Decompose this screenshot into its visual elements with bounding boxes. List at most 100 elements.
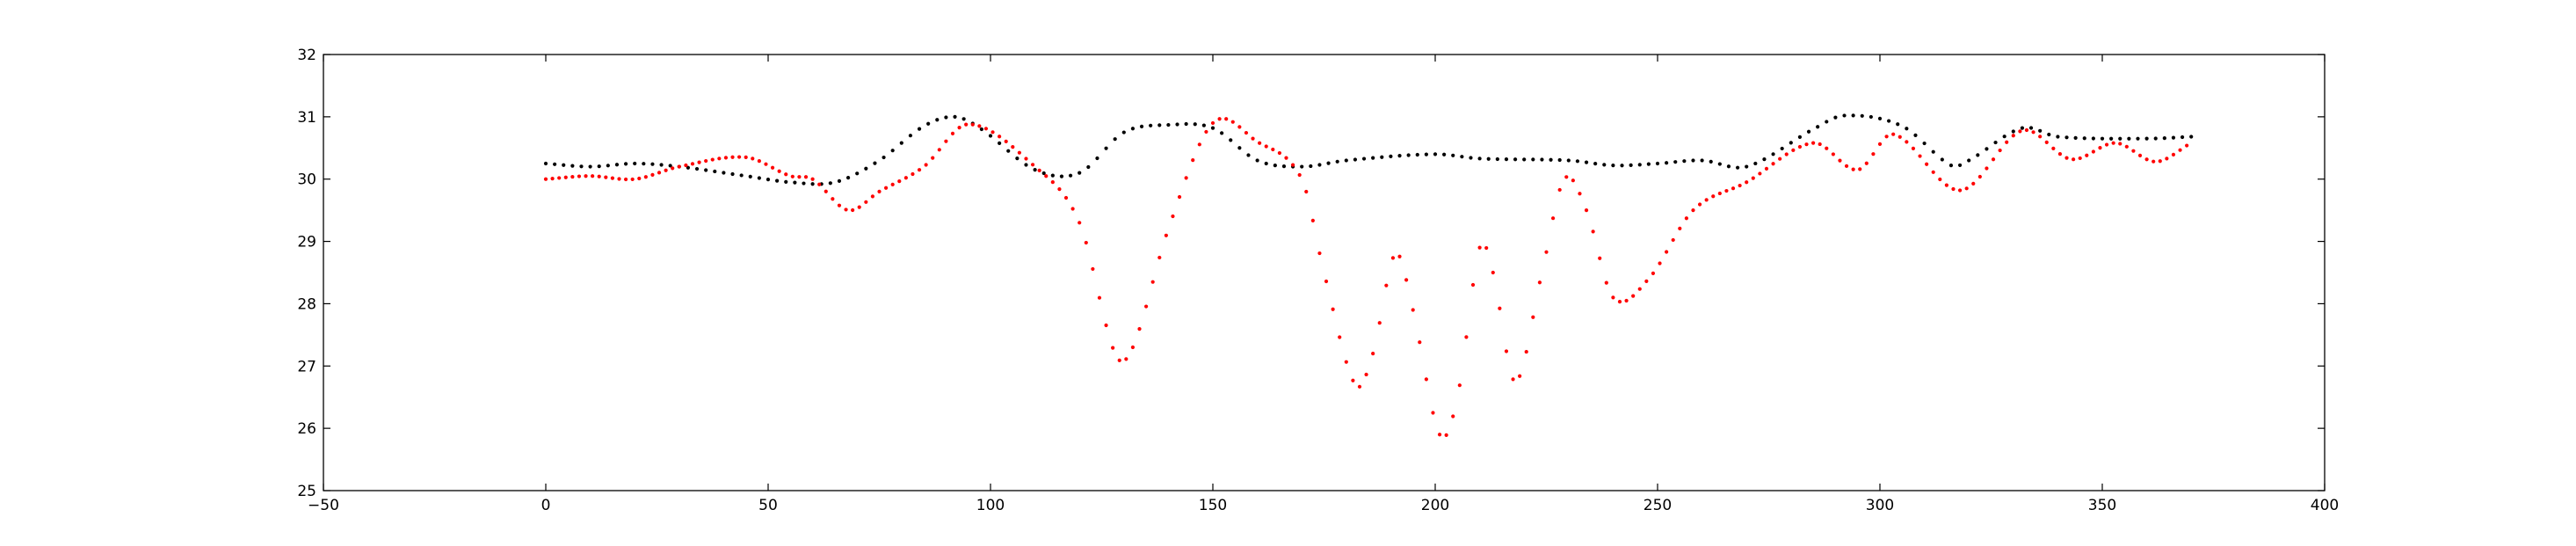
data-point <box>1124 357 1128 361</box>
data-point <box>2085 153 2089 157</box>
data-point <box>1967 158 1971 163</box>
data-point <box>1957 163 1963 168</box>
x-tick-label: 200 <box>1421 497 1449 514</box>
data-point <box>630 177 635 182</box>
data-point <box>1390 256 1396 260</box>
data-point <box>2104 142 2109 147</box>
data-point <box>1646 162 1651 166</box>
data-point <box>757 176 761 180</box>
data-point <box>730 155 735 159</box>
data-point <box>1751 176 1755 180</box>
data-point <box>1451 414 1455 419</box>
data-point <box>1297 172 1302 178</box>
data-point <box>617 177 621 181</box>
data-point <box>1735 165 1740 170</box>
data-point <box>1851 113 1855 118</box>
x-tick-label: 350 <box>2088 497 2116 514</box>
data-point <box>1015 157 1020 161</box>
data-point <box>1925 162 1929 166</box>
data-point <box>1566 158 1571 163</box>
data-point <box>1604 280 1608 285</box>
data-point <box>1655 161 1660 166</box>
data-point <box>1457 383 1462 388</box>
data-point <box>543 177 548 181</box>
data-point <box>623 177 628 182</box>
data-point <box>1290 163 1295 167</box>
data-point <box>1037 168 1041 172</box>
data-point <box>824 189 828 193</box>
y-tick-label: 30 <box>297 171 316 189</box>
data-point <box>2005 140 2009 144</box>
data-point <box>797 175 802 179</box>
data-point <box>1976 153 1980 157</box>
data-point <box>817 182 822 186</box>
data-point <box>2018 129 2022 134</box>
data-point <box>1831 152 1835 157</box>
data-point <box>1384 283 1389 288</box>
data-point <box>1331 307 1335 311</box>
data-point <box>1931 149 1935 154</box>
data-point <box>1951 186 1956 192</box>
data-point <box>2091 136 2095 141</box>
data-point <box>1957 188 1963 193</box>
data-point <box>2047 132 2051 137</box>
data-point <box>2118 142 2122 146</box>
data-point <box>1335 159 1339 164</box>
data-point <box>964 122 969 127</box>
data-point <box>1620 164 1624 168</box>
data-point <box>1869 114 1873 120</box>
data-point <box>1078 221 1082 225</box>
x-tick-label: 400 <box>2311 497 2339 514</box>
x-tick-label: 300 <box>1866 497 1894 514</box>
data-point <box>908 134 913 138</box>
series-1 <box>543 117 2189 437</box>
data-point <box>810 177 815 181</box>
data-point <box>1246 153 1251 157</box>
data-point <box>1271 147 1275 152</box>
series-layer <box>543 113 2194 437</box>
data-point <box>1184 121 1188 127</box>
data-point <box>1617 300 1622 304</box>
data-point <box>713 169 717 174</box>
data-point <box>1911 146 1916 150</box>
data-point <box>935 118 940 122</box>
x-tick-label: 250 <box>1644 497 1672 514</box>
data-point <box>1629 163 1633 167</box>
data-point <box>953 114 957 119</box>
data-point <box>1896 122 1900 127</box>
y-tick-label: 26 <box>297 420 316 438</box>
data-point <box>1317 251 1322 256</box>
data-point <box>1326 161 1331 165</box>
data-point <box>2011 129 2015 134</box>
data-point <box>1097 295 1102 300</box>
data-point <box>1842 113 1847 118</box>
data-point <box>1470 282 1476 288</box>
y-axis: 25 26 27 28 29 30 31 32 <box>297 47 2325 500</box>
data-point <box>1877 142 1883 146</box>
data-point <box>1486 157 1491 161</box>
data-point <box>979 127 983 132</box>
data-point <box>988 134 993 138</box>
data-point <box>684 163 688 168</box>
data-point <box>890 149 895 153</box>
data-point <box>579 164 584 169</box>
data-point <box>1255 158 1259 163</box>
data-point <box>597 174 601 178</box>
data-point <box>2051 146 2056 150</box>
data-point <box>2064 135 2069 140</box>
data-point <box>882 155 886 160</box>
data-point <box>864 200 868 204</box>
data-point <box>926 121 931 126</box>
data-point <box>1304 189 1309 194</box>
data-point <box>803 175 809 179</box>
data-point <box>1691 158 1695 163</box>
data-point <box>1177 194 1182 200</box>
data-point <box>1469 156 1473 160</box>
data-point <box>2124 144 2129 149</box>
data-point <box>2158 159 2162 164</box>
data-point <box>1197 142 1201 147</box>
data-point <box>543 161 548 166</box>
data-point <box>2185 143 2189 148</box>
data-point <box>1371 156 1375 160</box>
